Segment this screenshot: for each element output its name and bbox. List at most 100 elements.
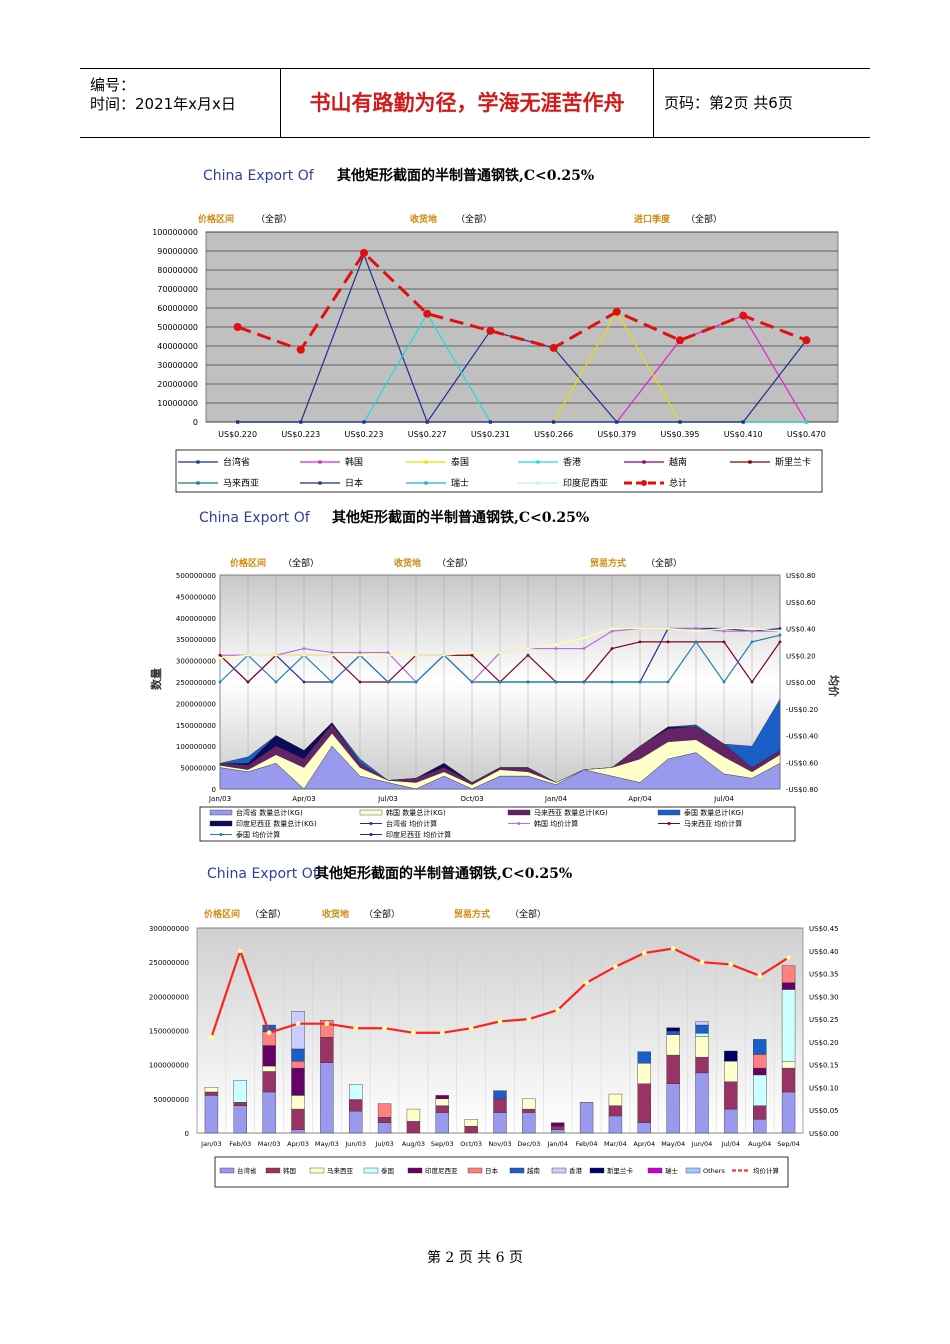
chart2-filter-trade-value[interactable]: （全部） [646,557,682,569]
chart3-bar [695,1033,709,1037]
chart1-legend-marker [536,481,540,485]
chart2-legend-marker [219,833,223,836]
chart3-legend-swatch [551,1167,567,1174]
chart3-bar [608,1105,623,1117]
chart2-legend-swatch [359,809,383,816]
chart2-legend-label: 印度尼西亚 均价计算 [386,830,451,839]
chart2-legend-marker [667,822,671,825]
chart3-bar [349,1110,363,1134]
chart1-y-tick: 50000000 [157,323,198,332]
chart3-price-point [555,1007,561,1013]
chart3-bar [435,1098,449,1106]
chart3-price-point [613,964,618,970]
chart1-x-tick: US$0.379 [597,430,636,439]
chart3-bar [724,1108,738,1134]
chart3-legend-label: 香港 [569,1166,583,1175]
chart3-filter-dest-value[interactable]: （全部） [364,908,400,920]
chart3-x-tick: Apr/03 [287,1140,309,1148]
chart3-bar [695,1036,709,1058]
chart2-legend-swatch [209,809,233,816]
chart1-y-tick: 10000000 [157,399,198,408]
chart1-total-point [423,309,432,318]
chart2-price-point [778,640,782,644]
chart1-total-point [233,323,242,331]
chart2-price-point [218,680,222,684]
chart3-filter-dest-label: 收货地 [322,908,349,920]
chart2-price-point [610,627,614,630]
chart3-y-tick: 300000000 [149,925,189,933]
chart3-legend-label: 台湾省 [237,1166,257,1175]
chart1-x-tick: US$0.220 [218,430,257,439]
chart2-legend-label: 韩国 数量总计(KG) [386,808,446,817]
chart3-title-cn: 其他矩形截面的半制普通钢铁,C<0.25% [315,865,572,882]
chart2-filter-dest-value[interactable]: （全部） [437,557,473,569]
chart3-bar [320,1037,334,1063]
chart2-y-tick: 100000000 [176,743,216,751]
chart2-x-tick: Oct/03 [460,795,483,803]
chart2-price-point [554,680,558,684]
chart1-point [488,420,492,424]
chart3-legend-label: Others [703,1167,725,1175]
chart2-price-point [722,629,726,633]
chart3-bar [637,1122,651,1134]
chart2-price-point [638,627,642,630]
chart1-filter-price-value[interactable]: （全部） [256,213,292,225]
chart3-bar [291,1108,305,1130]
chart1-legend-label: 香港 [563,456,581,468]
chart2-price-point [610,629,614,633]
chart3-bar [724,1081,738,1110]
chart3-y-tick: 0 [185,1130,189,1138]
chart2-legend-swatch [657,809,681,816]
chart3-price-point [497,1018,503,1024]
chart2-y-tick: 400000000 [176,615,216,623]
chart2-y2-tick: US$0.00 [786,679,816,687]
chart3-bar [377,1122,392,1134]
chart3-bar [493,1098,507,1113]
chart2-price-point [470,653,474,657]
chart2-y2-tick: US$0.20 [786,652,816,660]
chart2-price-point [554,647,558,650]
chart3-bar [204,1091,219,1096]
chart2-price-point [554,643,558,646]
chart3-x-tick: Aug/04 [748,1140,771,1148]
chart3-filter-price-value[interactable]: （全部） [250,908,286,920]
chart2-x-tick: Jan/04 [544,795,568,803]
chart3-y2-tick: US$0.15 [809,1062,839,1070]
chart3-bar [204,1087,219,1093]
chart2-price-point [498,651,502,654]
chart2-legend-label: 泰国 均价计算 [236,830,280,839]
chart1-filter-price-label: 价格区间 [198,213,234,225]
chart1-legend-label: 斯里兰卡 [775,456,811,468]
chart1-legend-marker [641,480,647,486]
chart2-y2-tick: -US$0.60 [786,759,818,767]
chart1-legend-label: 日本 [345,477,363,489]
chart3-x-tick: Feb/04 [576,1140,598,1148]
chart1-filter-dest-value[interactable]: （全部） [456,213,492,225]
chart2-price-point [638,680,642,684]
chart2-price-point [470,651,474,654]
chart2-price-point [694,640,698,644]
chart3-bar [233,1080,247,1103]
chart3-legend-label: 印度尼西亚 [425,1166,458,1175]
chart3-bar [666,1027,680,1032]
chart1-point [236,420,240,424]
chart2-price-point [778,627,782,630]
chart2-y2-tick: -US$0.20 [786,706,818,714]
chart3-filter-trade-value[interactable]: （全部） [510,908,546,920]
chart3-bar [233,1102,247,1106]
chart2-y2-tick: US$0.60 [786,599,816,607]
chart3-bar [464,1119,478,1127]
chart1-y-tick: 60000000 [157,304,198,313]
chart2-filter-price-label: 价格区间 [230,557,266,569]
chart2-filter-price-value[interactable]: （全部） [283,557,319,569]
chart3-bar [695,1072,709,1134]
chart3-y2-tick: US$0.40 [809,948,839,956]
chart2-y2-label: 均价 [827,675,841,698]
chart3-bar [291,1095,305,1110]
chart1-point [804,420,808,424]
chart1-series-line [237,339,807,423]
chart3-bar [666,1034,680,1056]
chart1-filter-season-value[interactable]: （全部） [686,213,722,225]
chart1-legend-marker [196,460,200,464]
chart3-x-tick: Mar/04 [604,1140,627,1148]
